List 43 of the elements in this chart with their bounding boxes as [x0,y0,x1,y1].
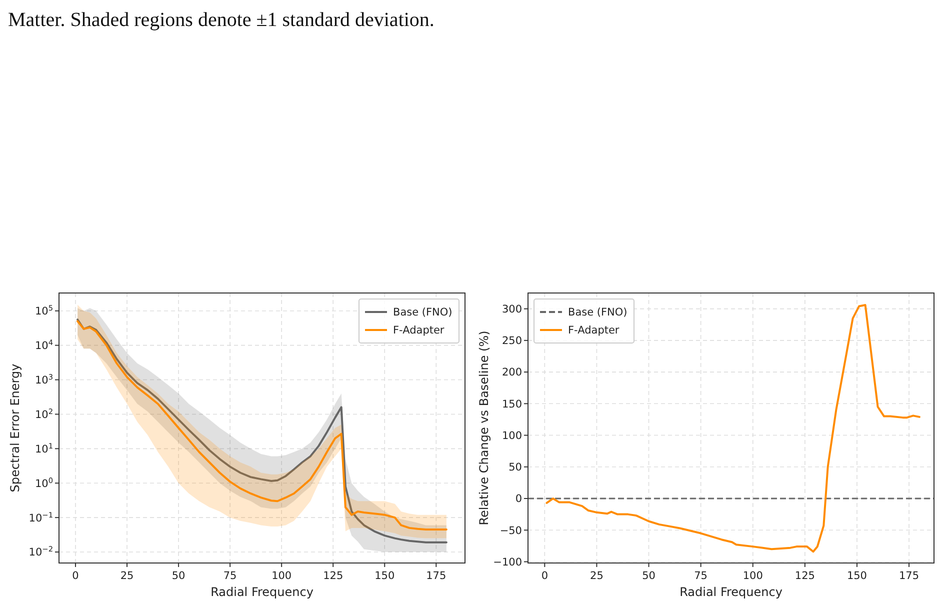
x-tick-label: 175 [426,570,446,582]
x-axis-title: Radial Frequency [210,585,314,599]
x-tick-label: 50 [642,570,656,582]
x-tick-label: 0 [541,570,548,582]
x-tick-label: 0 [72,570,79,582]
x-tick-label: 75 [694,570,708,582]
x-tick-label: 150 [846,570,867,582]
text: Matter. Shaded regions denote ±1 standard deviation. [8,9,434,31]
x-tick-label: 25 [120,570,134,582]
y-tick-label: 10$^{2}$ [34,406,53,421]
x-tick-label: 100 [742,570,763,582]
y-tick-label: 300 [502,303,522,316]
legend-label: Base (FNO) [568,306,628,319]
y-axis-title: Relative Change vs Baseline (%) [477,330,491,526]
y-tick-label: 10$^{−2}$ [28,544,53,559]
y-tick-label: 0 [515,493,522,506]
legend-label: Base (FNO) [393,306,452,319]
x-tick-label: 50 [172,570,186,582]
y-tick-label: 10$^{5}$ [34,303,54,318]
x-axis-title: Radial Frequency [680,585,782,599]
y-tick-label: 250 [502,335,522,348]
y-tick-label: 50 [508,462,522,474]
y-tick-label: −100 [493,556,522,568]
y-tick-label: 10$^{0}$ [34,475,54,490]
y-tick-label: 10$^{−1}$ [28,510,53,524]
y-tick-label: 10$^{1}$ [34,440,53,456]
y-tick-label: 200 [502,366,522,379]
x-tick-label: 125 [323,570,344,582]
legend-label: F-Adapter [568,324,620,337]
x-tick-label: 75 [223,570,237,582]
y-tick-label: −50 [500,524,522,537]
y-tick-label: 150 [502,398,522,410]
y-tick-label: 10$^{3}$ [34,372,54,386]
x-tick-label: 125 [794,570,815,582]
x-tick-label: 100 [272,570,292,582]
y-tick-label: 100 [502,430,522,442]
y-axis-title: Spectral Error Energy [8,364,22,492]
line-series [546,304,920,553]
x-tick-label: 175 [898,570,920,582]
y-tick-label: 10$^{4}$ [34,337,54,352]
legend-label: F-Adapter [393,324,445,337]
x-tick-label: 25 [590,570,604,582]
x-tick-label: 150 [374,570,395,582]
